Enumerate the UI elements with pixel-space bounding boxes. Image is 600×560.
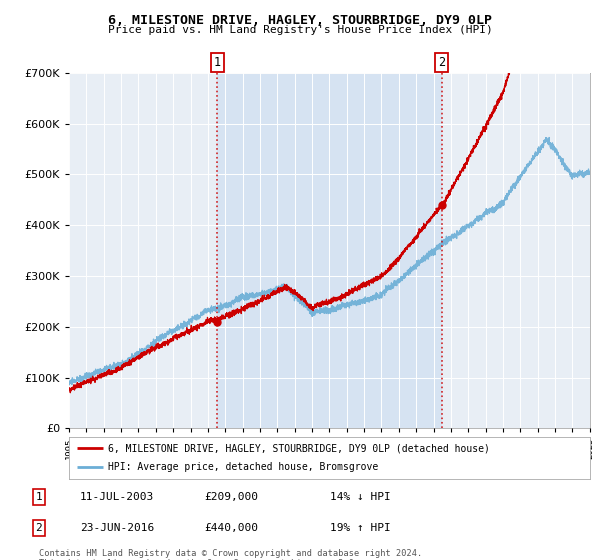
Text: 1: 1 (214, 56, 221, 69)
Bar (217, 73, 442, 428)
Text: HPI: Average price, detached house, Bromsgrove: HPI: Average price, detached house, Brom… (108, 463, 379, 473)
Text: £440,000: £440,000 (204, 523, 258, 533)
Text: 2: 2 (35, 523, 43, 533)
Text: Contains HM Land Registry data © Crown copyright and database right 2024.
This d: Contains HM Land Registry data © Crown c… (39, 549, 422, 560)
Text: 14% ↓ HPI: 14% ↓ HPI (329, 492, 391, 502)
Text: £209,000: £209,000 (204, 492, 258, 502)
Text: 1: 1 (35, 492, 43, 502)
Text: 23-JUN-2016: 23-JUN-2016 (80, 523, 154, 533)
Text: 6, MILESTONE DRIVE, HAGLEY, STOURBRIDGE, DY9 0LP: 6, MILESTONE DRIVE, HAGLEY, STOURBRIDGE,… (108, 14, 492, 27)
Text: 11-JUL-2003: 11-JUL-2003 (80, 492, 154, 502)
Text: 2: 2 (438, 56, 445, 69)
Text: Price paid vs. HM Land Registry's House Price Index (HPI): Price paid vs. HM Land Registry's House … (107, 25, 493, 35)
Text: 19% ↑ HPI: 19% ↑ HPI (329, 523, 391, 533)
Text: 6, MILESTONE DRIVE, HAGLEY, STOURBRIDGE, DY9 0LP (detached house): 6, MILESTONE DRIVE, HAGLEY, STOURBRIDGE,… (108, 443, 490, 453)
